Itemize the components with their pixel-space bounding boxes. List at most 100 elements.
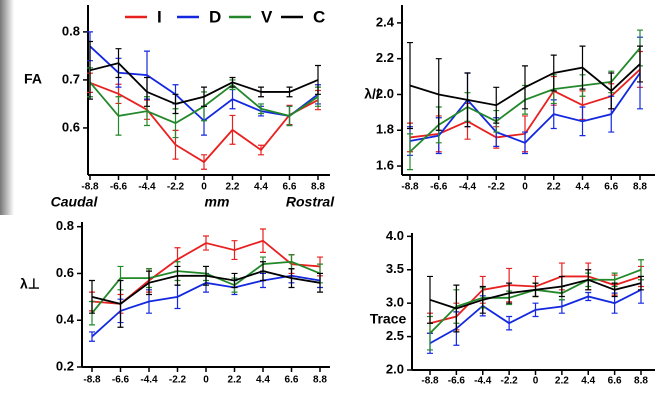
error-bar: [172, 93, 179, 115]
x-tick-label: -2.2: [169, 375, 187, 386]
x-tick-label: 2.2: [547, 182, 561, 193]
x-tick-label: 4.4: [576, 182, 590, 193]
x-tick-label: 2.2: [228, 375, 242, 386]
error-bar: [201, 86, 207, 107]
error-bar: [231, 272, 238, 289]
x-tick-label: -2.2: [488, 182, 506, 193]
error-bar: [89, 331, 95, 342]
y-tick-label: 0.6: [62, 119, 80, 134]
y-tick-label: 3.0: [386, 295, 404, 310]
error-bar: [532, 282, 539, 298]
x-tick-label: -4.4: [140, 375, 158, 386]
error-bar: [115, 96, 122, 136]
error-bar: [117, 279, 124, 328]
error-bar: [506, 315, 513, 331]
error-bar: [435, 58, 442, 131]
x-tick-label: 4.4: [256, 375, 270, 386]
error-bar: [585, 291, 592, 302]
y-tick-label: 2.2: [376, 50, 394, 65]
error-bar: [203, 265, 209, 286]
error-bar: [550, 54, 557, 92]
x-tick-label: 4.4: [254, 182, 268, 193]
x-tick-label: 6.6: [608, 376, 622, 387]
error-bar: [608, 72, 615, 110]
legend-label: I: [157, 7, 162, 26]
error-bar: [258, 86, 264, 98]
error-bar: [201, 154, 207, 170]
y-tick-label: 2.0: [376, 86, 394, 101]
x-tick-label: 0: [533, 376, 539, 387]
error-bar: [637, 45, 643, 83]
x-tick-label: 6.6: [285, 375, 299, 386]
error-bar: [579, 106, 586, 137]
x-tick-label: -6.6: [448, 376, 466, 387]
error-bar: [427, 275, 433, 324]
y-tick-label: 2.0: [386, 361, 404, 376]
error-bar: [638, 275, 644, 291]
error-bar: [506, 282, 513, 304]
y-tick-label: 0.6: [56, 265, 74, 280]
y-tick-label: 3.5: [386, 261, 404, 276]
error-bar: [522, 131, 528, 155]
x-tick-label: -2.2: [167, 182, 185, 193]
background-strip: [0, 0, 14, 215]
x-tick-label: 0: [522, 182, 528, 193]
y-tick-label: 0.2: [56, 358, 74, 373]
y-tick-label: 1.6: [376, 157, 394, 172]
error-bar: [532, 302, 539, 318]
error-bar: [258, 103, 264, 115]
x-tick-label: 4.4: [581, 376, 595, 387]
error-bar: [493, 86, 500, 124]
error-bar: [115, 48, 122, 79]
error-bar: [229, 76, 236, 88]
error-bar: [260, 228, 266, 254]
error-bar: [317, 272, 323, 293]
y-tick-label: 2.4: [376, 14, 395, 29]
x-tick-label: -4.4: [138, 182, 156, 193]
x-tick-label: 2.2: [555, 376, 569, 387]
error-bar: [522, 65, 528, 110]
x-tick-label: 8.8: [633, 182, 647, 193]
error-bar: [611, 282, 618, 298]
error-bar: [479, 285, 486, 314]
error-bar: [579, 45, 586, 90]
y-tick-label: 0.7: [62, 71, 80, 86]
legend-label: V: [261, 7, 273, 26]
x-tick-label: 0: [201, 182, 207, 193]
error-bar: [87, 40, 93, 100]
error-bar: [558, 275, 565, 298]
error-bar: [203, 235, 209, 251]
x-tick-label: -4.4: [474, 376, 492, 387]
error-bar: [286, 86, 293, 98]
error-bar: [315, 64, 321, 95]
error-bar: [174, 265, 181, 286]
x-tick-label: -4.4: [459, 182, 477, 193]
error-bar: [453, 284, 460, 333]
x-tick-label: -8.8: [83, 375, 101, 386]
x-tick-label: -8.8: [421, 376, 439, 387]
x-tick-label: -8.8: [81, 182, 99, 193]
x-tick-label: -6.6: [430, 182, 448, 193]
error-bar: [89, 279, 95, 314]
annotation: Rostral: [286, 194, 335, 210]
error-bar: [229, 114, 236, 145]
y-axis-label: λ⊥: [20, 276, 40, 292]
x-tick-label: 8.8: [313, 375, 327, 386]
x-tick-label: -6.6: [112, 375, 130, 386]
error-bar: [286, 105, 293, 127]
annotation: Caudal: [51, 194, 99, 210]
x-tick-label: 0: [203, 375, 209, 386]
error-bar: [144, 76, 150, 107]
y-tick-label: 0.8: [56, 218, 74, 233]
error-bar: [464, 72, 471, 128]
x-tick-label: -6.6: [110, 182, 128, 193]
y-axis-label: Trace: [370, 311, 407, 327]
error-bar: [258, 144, 264, 156]
error-bar: [231, 240, 238, 261]
error-bar: [260, 261, 266, 282]
y-tick-label: 0.8: [62, 23, 80, 38]
x-tick-label: 6.6: [604, 182, 618, 193]
y-tick-label: 0.4: [56, 312, 75, 327]
x-tick-label: 2.2: [226, 182, 240, 193]
